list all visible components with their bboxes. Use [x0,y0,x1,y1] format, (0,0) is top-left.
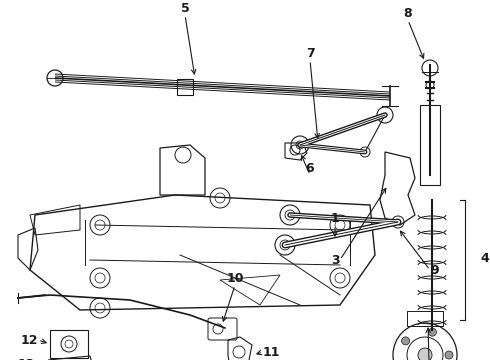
Circle shape [402,337,410,345]
Circle shape [445,351,453,359]
Text: 13: 13 [18,359,35,360]
Text: 12: 12 [21,333,38,346]
Text: 4: 4 [480,252,489,265]
Text: 11: 11 [263,346,280,359]
Text: 5: 5 [181,2,189,15]
Circle shape [418,348,432,360]
Text: 7: 7 [306,47,315,60]
Text: 10: 10 [226,272,244,285]
Text: 6: 6 [306,162,314,175]
Circle shape [428,328,437,336]
Text: 8: 8 [404,7,412,20]
Text: 1: 1 [331,212,340,225]
Text: 9: 9 [430,264,439,276]
Text: 3: 3 [331,253,340,266]
